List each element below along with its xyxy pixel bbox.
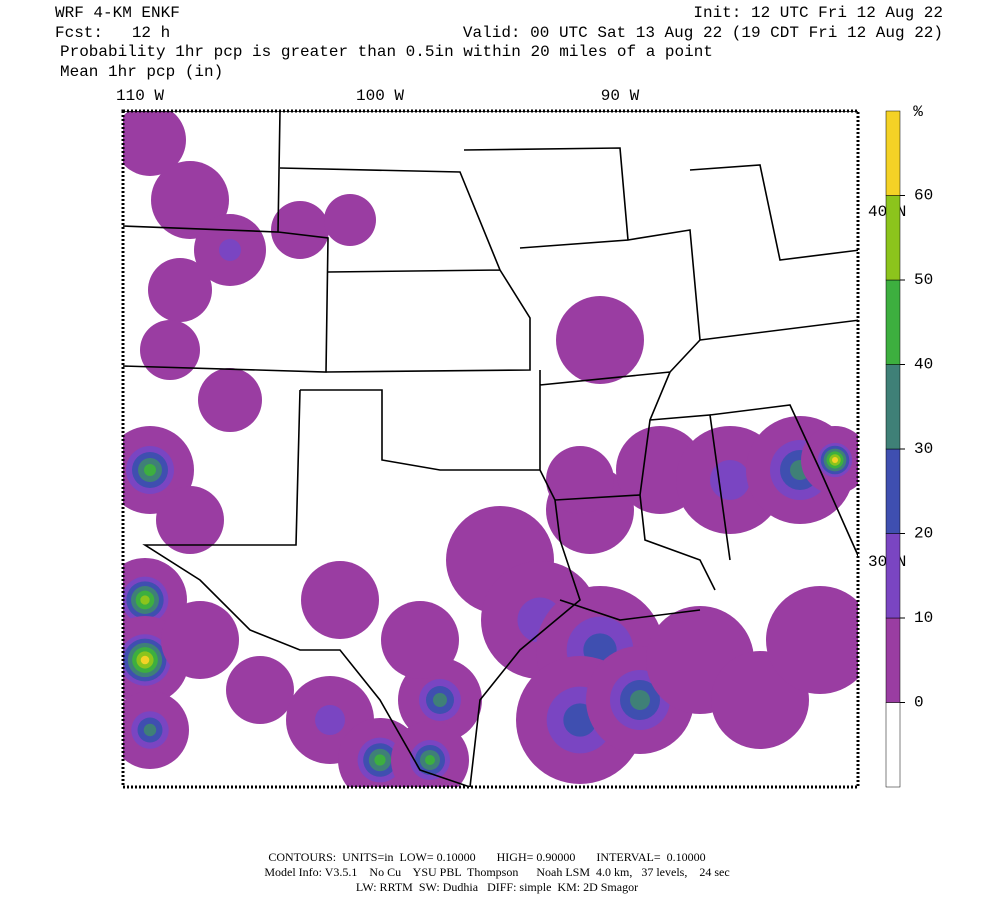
- colorbar-segment: [885, 364, 901, 450]
- precip-core: [630, 690, 650, 710]
- colorbar-segment: [885, 702, 901, 788]
- lon-label: 100 W: [356, 87, 404, 105]
- precip-blob: [226, 656, 294, 724]
- precip-core: [374, 754, 386, 766]
- precip-blob: [156, 486, 224, 554]
- precip-blob: [271, 201, 329, 259]
- precip-core: [219, 239, 241, 261]
- precip-core: [140, 655, 150, 665]
- forecast-hour: Fcst: 12 h: [55, 24, 170, 42]
- precip-blob: [123, 111, 186, 176]
- precip-core: [710, 460, 750, 500]
- precip-field: [123, 111, 858, 787]
- colorbar-segment: [885, 195, 901, 281]
- valid-time: Valid: 00 UTC Sat 13 Aug 22 (19 CDT Fri …: [463, 24, 943, 42]
- lon-label: 110 W: [116, 87, 164, 105]
- colorbar-segment: [885, 279, 901, 365]
- precip-blob: [140, 320, 200, 380]
- field-title: Probability 1hr pcp is greater than 0.5i…: [60, 43, 713, 61]
- colorbar-tick-label: 60: [914, 187, 933, 205]
- precip-core: [832, 457, 838, 463]
- precip-blob: [301, 561, 379, 639]
- precip-blob: [324, 194, 376, 246]
- map-frame: [121, 109, 860, 789]
- boundaries: [123, 111, 858, 787]
- precip-blob: [148, 258, 212, 322]
- precip-core: [433, 693, 447, 707]
- precip-core: [315, 705, 345, 735]
- precip-core: [425, 755, 435, 765]
- colorbar-tick-label: 0: [914, 694, 924, 712]
- colorbar-tick-label: 50: [914, 271, 933, 289]
- colorbar-tick-label: 40: [914, 356, 933, 374]
- colorbar-tick-label: 10: [914, 609, 933, 627]
- precip-core: [140, 595, 150, 605]
- colorbar-segment: [885, 533, 901, 619]
- precip-blob: [198, 368, 262, 432]
- footer-contours: CONTOURS: UNITS=in LOW= 0.10000 HIGH= 0.…: [268, 850, 705, 864]
- precip-blob: [766, 586, 858, 694]
- model-title: WRF 4-KM ENKF: [55, 4, 180, 22]
- colorbar-segment: [885, 448, 901, 534]
- colorbar-segment: [885, 617, 901, 703]
- precip-blob: [161, 601, 239, 679]
- colorbar: 0 10 20 30 40 50 60: [885, 110, 933, 788]
- overlay-title: Mean 1hr pcp (in): [60, 63, 223, 81]
- colorbar-label: %: [913, 103, 923, 121]
- footer-model: Model Info: V3.5.1 No Cu YSU PBL Thompso…: [264, 865, 729, 879]
- lon-label: 90 W: [601, 87, 640, 105]
- colorbar-tick-label: 30: [914, 440, 933, 458]
- footer-physics: LW: RRTM SW: Dudhia DIFF: simple KM: 2D …: [356, 880, 638, 894]
- colorbar-segment: [885, 110, 901, 196]
- colorbar-tick-label: 20: [914, 525, 933, 543]
- precip-core: [143, 723, 157, 737]
- precip-blob: [556, 296, 644, 384]
- precip-blob: [151, 161, 229, 239]
- precip-core: [144, 464, 156, 476]
- init-time: Init: 12 UTC Fri 12 Aug 22: [693, 4, 943, 22]
- precip-blob: [381, 601, 459, 679]
